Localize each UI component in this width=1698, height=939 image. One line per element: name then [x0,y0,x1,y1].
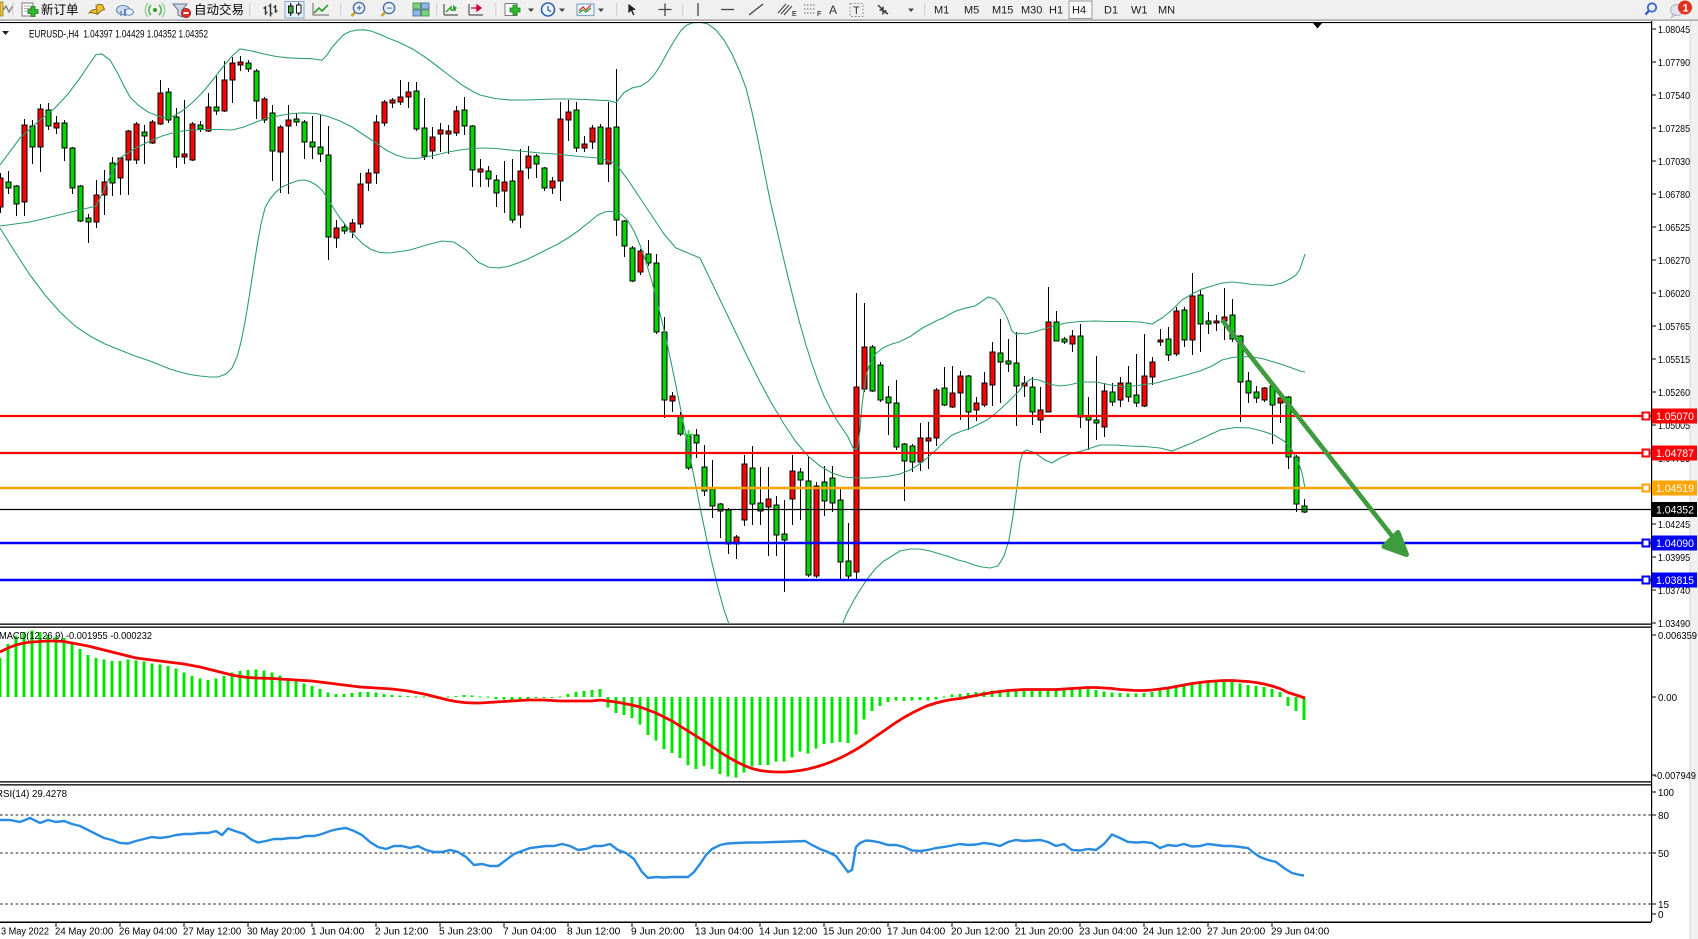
svg-text:14 Jun 12:00: 14 Jun 12:00 [759,927,818,938]
svg-text:29 Jun 04:00: 29 Jun 04:00 [1271,927,1330,938]
svg-text:20 Jun 12:00: 20 Jun 12:00 [951,927,1010,938]
svg-text:M15: M15 [992,5,1013,17]
svg-text:24 Jun 12:00: 24 Jun 12:00 [1143,927,1202,938]
svg-text:1.07030: 1.07030 [1658,156,1690,168]
svg-text:2 Jun 12:00: 2 Jun 12:00 [375,927,429,938]
svg-text:1.03740: 1.03740 [1658,585,1690,597]
svg-text:26 May 04:00: 26 May 04:00 [119,927,178,938]
svg-text:27 Jun 20:00: 27 Jun 20:00 [1207,927,1266,938]
svg-text:21 Jun 20:00: 21 Jun 20:00 [1015,927,1074,938]
svg-text:1.08045: 1.08045 [1658,24,1690,36]
svg-text:A: A [829,3,837,17]
svg-text:MACD(12,26,9) -0.001955 -0.000: MACD(12,26,9) -0.001955 -0.000232 [0,630,152,642]
svg-text:1.05260: 1.05260 [1658,387,1690,399]
svg-text:30 May 20:00: 30 May 20:00 [247,927,306,938]
svg-text:1.03490: 1.03490 [1658,618,1690,630]
svg-text:1.05515: 1.05515 [1658,354,1690,366]
svg-text:1.07285: 1.07285 [1658,123,1690,135]
svg-text:−: − [386,4,392,15]
svg-text:E: E [792,11,797,18]
svg-text:1.06270: 1.06270 [1658,255,1690,267]
svg-text:1 Jun 04:00: 1 Jun 04:00 [311,927,365,938]
svg-text:17 Jun 04:00: 17 Jun 04:00 [887,927,946,938]
svg-text:+: + [356,4,362,15]
svg-text:D1: D1 [1104,5,1118,17]
svg-text:1.04245: 1.04245 [1658,519,1690,531]
svg-text:15: 15 [1658,899,1669,911]
svg-text:1.03815: 1.03815 [1656,575,1694,587]
svg-text:F: F [817,11,821,18]
svg-text:W1: W1 [1131,5,1148,17]
svg-text:9 Jun 20:00: 9 Jun 20:00 [631,927,685,938]
svg-text:1.04787: 1.04787 [1656,448,1694,460]
svg-text:1.07540: 1.07540 [1658,90,1690,102]
svg-text:0.006359: 0.006359 [1658,630,1697,642]
svg-text:1.03995: 1.03995 [1658,552,1690,564]
svg-text:5 Jun 23:00: 5 Jun 23:00 [439,927,493,938]
svg-text:3 May 2022: 3 May 2022 [1,927,49,938]
svg-text:RSI(14) 29.4278: RSI(14) 29.4278 [0,788,67,800]
svg-text:1.06020: 1.06020 [1658,288,1690,300]
svg-text:H4: H4 [1072,5,1086,17]
svg-text:27 May 12:00: 27 May 12:00 [183,927,242,938]
svg-text:1.06525: 1.06525 [1658,222,1690,234]
svg-text:13 Jun 04:00: 13 Jun 04:00 [695,927,754,938]
svg-text:新订单: 新订单 [41,2,79,17]
svg-text:1.07790: 1.07790 [1658,57,1690,69]
svg-text:1.04519: 1.04519 [1656,483,1694,495]
svg-text:-0.007949: -0.007949 [1654,770,1696,782]
svg-text:EURUSD-,H4 1.04397 1.04429 1.: EURUSD-,H4 1.04397 1.04429 1.04352 1.043… [29,29,208,41]
svg-text:1.05070: 1.05070 [1656,411,1694,423]
svg-text:23 Jun 04:00: 23 Jun 04:00 [1079,927,1138,938]
svg-text:1.04090: 1.04090 [1656,538,1694,550]
svg-text:24 May 20:00: 24 May 20:00 [55,927,114,938]
svg-text:M30: M30 [1021,5,1042,17]
svg-text:1: 1 [1683,3,1689,15]
svg-text:M1: M1 [934,5,949,17]
svg-text:T: T [853,5,860,17]
svg-text:1.04352: 1.04352 [1656,505,1694,517]
svg-text:1.06780: 1.06780 [1658,189,1690,201]
svg-text:100: 100 [1658,787,1674,799]
svg-text:8 Jun 12:00: 8 Jun 12:00 [567,927,621,938]
svg-text:H1: H1 [1049,5,1063,17]
svg-text:自动交易: 自动交易 [194,2,244,17]
svg-text:M5: M5 [964,5,979,17]
svg-text:7 Jun 04:00: 7 Jun 04:00 [503,927,557,938]
svg-text:1.05765: 1.05765 [1658,321,1690,333]
svg-text:0: 0 [1658,909,1664,921]
svg-text:50: 50 [1658,848,1669,860]
svg-text:0.00: 0.00 [1658,692,1677,704]
svg-text:15 Jun 20:00: 15 Jun 20:00 [823,927,882,938]
svg-text:MN: MN [1158,5,1175,17]
svg-text:80: 80 [1658,810,1669,822]
